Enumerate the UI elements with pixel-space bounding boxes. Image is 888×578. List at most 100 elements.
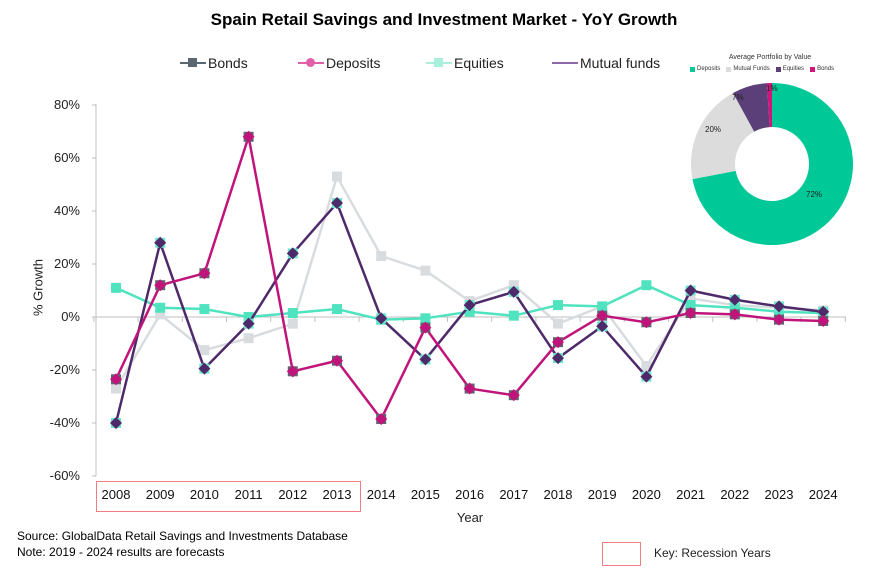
x-tick-label: 2020	[631, 487, 661, 502]
data-point-mutual-funds	[286, 247, 299, 260]
legend-label: Equities	[454, 55, 504, 71]
x-tick-label: 2014	[366, 487, 396, 502]
x-tick-label: 2021	[676, 487, 706, 502]
recession-years-highlight	[96, 481, 361, 512]
data-point-deposits	[507, 389, 520, 402]
donut-slice-equities	[732, 83, 770, 132]
x-tick-label: 2012	[278, 487, 308, 502]
forecast-note: Note: 2019 - 2024 results are forecasts	[17, 545, 225, 559]
legend-item-bonds: Bonds	[180, 55, 248, 71]
data-point-equities	[729, 302, 740, 313]
data-point-bonds	[111, 383, 121, 394]
x-tick-label: 2009	[145, 487, 175, 502]
x-tick-label: 2008	[101, 487, 131, 502]
y-tick-label: 0%	[61, 309, 80, 324]
data-point-deposits	[198, 267, 211, 280]
x-tick-label: 2010	[189, 487, 219, 502]
source-note: Source: GlobalData Retail Savings and In…	[17, 529, 348, 543]
data-point-bonds	[420, 265, 431, 276]
donut-legend-label: Mutual Funds	[733, 66, 770, 72]
data-point-mutual-funds	[331, 197, 343, 210]
data-point-deposits	[463, 382, 476, 395]
data-point-equities	[243, 312, 254, 322]
data-point-mutual-funds	[419, 353, 432, 366]
donut-legend-item: Equities	[775, 66, 805, 72]
data-point-equities	[641, 280, 652, 291]
donut-legend: Deposits Mutual Funds Equities Bonds	[690, 66, 840, 74]
donut-slice-label: 72%	[806, 190, 823, 199]
x-tick-label: 2023	[764, 487, 794, 502]
data-point-mutual-funds	[684, 284, 697, 297]
data-point-bonds	[199, 345, 210, 356]
data-point-deposits	[728, 308, 741, 321]
data-point-mutual-funds	[728, 293, 741, 306]
data-point-deposits	[773, 313, 785, 326]
data-point-equities	[508, 310, 519, 321]
data-point-equities	[199, 304, 210, 315]
y-tick-label: -40%	[49, 415, 80, 430]
data-point-mutual-funds	[154, 236, 167, 249]
recession-key-label: Key: Recession Years	[654, 546, 771, 560]
data-point-equities	[553, 300, 563, 311]
data-point-equities	[597, 301, 608, 312]
data-point-bonds	[287, 318, 298, 329]
chart-title: Spain Retail Savings and Investment Mark…	[210, 10, 678, 29]
data-point-mutual-funds	[552, 352, 564, 365]
data-point-bonds	[155, 309, 166, 320]
data-point-bonds	[508, 280, 519, 291]
donut-slice-mutual-funds	[691, 93, 755, 180]
data-point-bonds	[641, 361, 652, 372]
data-point-bonds	[243, 333, 254, 344]
data-point-bonds	[376, 251, 387, 262]
legend-line-mutual-funds	[552, 62, 578, 64]
donut-slice-label: 1%	[766, 84, 778, 93]
legend-line-equities	[426, 58, 452, 67]
data-point-mutual-funds	[640, 370, 653, 383]
recession-key-swatch	[602, 542, 641, 566]
legend-swatch-icon	[810, 66, 816, 72]
legend-label: Deposits	[326, 55, 381, 71]
donut-legend-label: Equities	[782, 66, 805, 72]
donut-legend-item: Bonds	[810, 66, 834, 72]
data-point-deposits	[684, 307, 697, 320]
y-tick-label: 60%	[53, 150, 80, 165]
square-marker-icon	[188, 58, 197, 67]
donut-legend-label: Deposits	[697, 66, 721, 72]
data-point-mutual-funds	[375, 312, 388, 325]
data-point-mutual-funds	[507, 285, 520, 298]
data-point-equities	[332, 304, 342, 315]
data-point-equities	[287, 308, 298, 319]
data-point-deposits	[640, 316, 653, 329]
data-point-deposits	[154, 279, 167, 292]
x-tick-label: 2013	[322, 487, 352, 502]
data-point-bonds	[553, 318, 563, 329]
legend-swatch-icon	[726, 66, 732, 72]
y-tick-label: -60%	[49, 468, 80, 483]
x-tick-label: 2018	[543, 487, 573, 502]
legend-label: Bonds	[208, 55, 248, 71]
donut-slice-deposits	[692, 83, 853, 246]
legend-item-equities: Equities	[426, 55, 504, 71]
legend-label: Mutual funds	[580, 55, 661, 71]
data-point-bonds	[685, 293, 696, 304]
legend-line-deposits	[298, 58, 324, 67]
donut-legend-item: Deposits	[690, 66, 720, 72]
y-tick-label: 80%	[53, 97, 80, 112]
legend-item-mutual-funds: Mutual funds	[552, 55, 660, 71]
donut-legend-item: Mutual Funds	[726, 66, 770, 72]
data-point-mutual-funds	[198, 362, 211, 375]
y-tick-label: -20%	[49, 362, 80, 377]
data-point-deposits	[242, 130, 255, 143]
data-point-deposits	[331, 354, 343, 367]
x-tick-label: 2019	[587, 487, 617, 502]
legend-line-bonds	[180, 58, 206, 67]
data-point-deposits	[375, 413, 388, 426]
data-point-deposits	[419, 321, 432, 334]
x-tick-label: 2016	[455, 487, 485, 502]
data-point-equities	[685, 300, 696, 311]
data-point-equities	[111, 282, 121, 293]
data-point-mutual-funds	[110, 417, 122, 429]
x-tick-label: 2015	[410, 487, 440, 502]
data-point-equities	[464, 306, 475, 317]
